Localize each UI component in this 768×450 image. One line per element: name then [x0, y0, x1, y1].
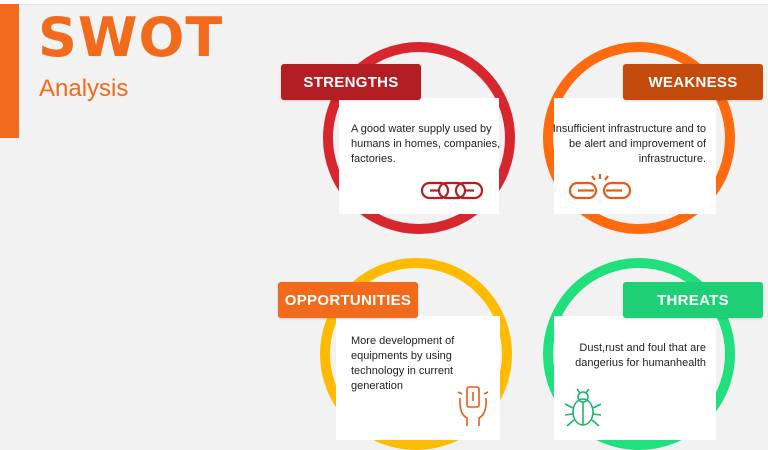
threats-label: THREATS: [623, 282, 763, 318]
weakness-text: Insufficient infrastructure and to be al…: [552, 123, 706, 165]
top-border: [0, 0, 768, 5]
opportunities-label: OPPORTUNITIES: [278, 282, 418, 318]
strengths-ring: [323, 42, 515, 234]
threats-card: [554, 316, 716, 440]
strengths-label: STRENGTHS: [281, 64, 421, 100]
opportunities-card: [336, 316, 500, 440]
strengths-text: A good water supply used by humans in ho…: [351, 123, 501, 165]
page-subtitle: Analysis: [39, 75, 129, 102]
weakness-card: [554, 98, 716, 214]
page-title: SWOT: [38, 6, 224, 69]
bug-icon: [564, 388, 602, 427]
weakness-label: WEAKNESS: [623, 64, 763, 100]
hand-idea-icon: [457, 386, 489, 426]
weakness-ring: [543, 42, 735, 234]
threats-text: Dust,rust and foul that are dangerius fo…: [575, 342, 706, 369]
opportunities-text: More development of equipments by using …: [351, 335, 455, 392]
broken-chain-icon: [568, 174, 632, 200]
strengths-card: [339, 98, 499, 214]
accent-bar: [0, 4, 19, 138]
chain-link-icon: [420, 181, 484, 200]
